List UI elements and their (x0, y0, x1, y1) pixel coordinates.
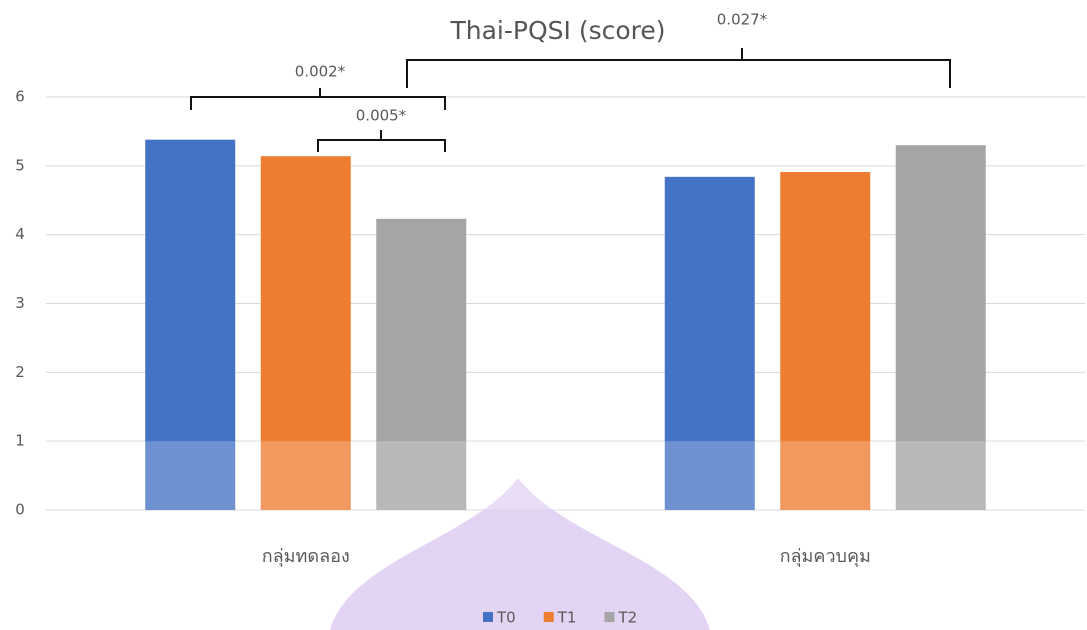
y-tick-label: 4 (15, 225, 25, 243)
chart: Thai-PQSI (score) 0 1 2 3 4 5 6 กลุ่มทดลอง กลุ่ม… (0, 0, 1087, 630)
x-tick-label: กลุ่มทดลอง (262, 546, 350, 567)
y-tick-label: 3 (15, 294, 25, 312)
legend-swatch (604, 612, 614, 622)
legend-swatch (544, 612, 554, 622)
bracket (191, 88, 445, 110)
x-tick-label: กลุ่มควบคุม (780, 546, 871, 567)
bracket (407, 48, 950, 88)
chart-title: Thai-PQSI (score) (449, 16, 665, 45)
legend-swatch (483, 612, 493, 622)
bracket (318, 130, 445, 152)
annotation: 0.002* (295, 63, 346, 81)
watermark-band (130, 441, 1010, 510)
legend-label: T1 (557, 609, 577, 627)
annotation: 0.027* (717, 11, 768, 29)
legend-label: T0 (496, 609, 516, 627)
y-tick-label: 0 (15, 501, 25, 519)
y-tick-label: 1 (15, 432, 25, 450)
annotation: 0.005* (356, 107, 407, 125)
y-tick-label: 6 (15, 88, 25, 106)
y-tick-label: 2 (15, 363, 25, 381)
legend-label: T2 (617, 609, 637, 627)
y-tick-label: 5 (15, 156, 25, 174)
